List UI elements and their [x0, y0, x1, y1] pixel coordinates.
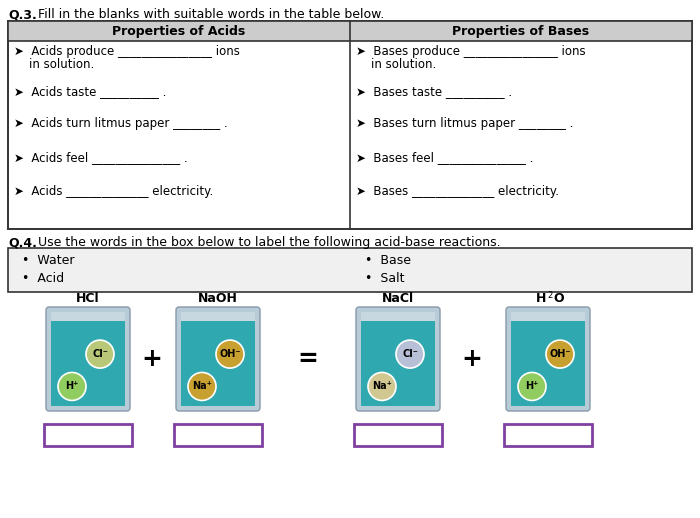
- Bar: [8, 21, 692, 229]
- Bar: [181, 312, 255, 321]
- Text: ➤  Bases produce ________________ ions: ➤ Bases produce ________________ ions: [356, 45, 586, 58]
- Text: HCl: HCl: [76, 292, 100, 305]
- Bar: [511, 312, 585, 321]
- Text: NaCl: NaCl: [382, 292, 414, 305]
- Circle shape: [188, 372, 216, 400]
- Text: Q.4.: Q.4.: [8, 236, 37, 249]
- Text: OH⁻: OH⁻: [219, 349, 241, 359]
- Text: in solution.: in solution.: [14, 58, 94, 71]
- Bar: [350, 21, 692, 41]
- Bar: [174, 424, 262, 446]
- Text: ➤  Acids ______________ electricity.: ➤ Acids ______________ electricity.: [14, 185, 213, 198]
- Bar: [51, 312, 125, 321]
- Circle shape: [546, 340, 574, 368]
- Text: ➤  Bases ______________ electricity.: ➤ Bases ______________ electricity.: [356, 185, 559, 198]
- Text: •  Acid: • Acid: [22, 272, 64, 285]
- Text: ➤  Bases taste __________ .: ➤ Bases taste __________ .: [356, 85, 512, 98]
- Text: ➤  Acids feel _______________ .: ➤ Acids feel _______________ .: [14, 151, 188, 164]
- Text: H⁺: H⁺: [525, 381, 539, 392]
- FancyBboxPatch shape: [176, 307, 260, 411]
- FancyBboxPatch shape: [356, 307, 440, 411]
- Circle shape: [58, 372, 86, 400]
- Bar: [511, 320, 585, 406]
- Text: •  Salt: • Salt: [365, 272, 405, 285]
- Bar: [44, 424, 132, 446]
- Text: •  Base: • Base: [365, 254, 411, 267]
- Text: ➤  Acids taste __________ .: ➤ Acids taste __________ .: [14, 85, 167, 98]
- Text: ➤  Bases turn litmus paper ________ .: ➤ Bases turn litmus paper ________ .: [356, 117, 573, 130]
- Bar: [361, 312, 435, 321]
- Circle shape: [86, 340, 114, 368]
- Text: H: H: [536, 292, 546, 305]
- Text: •  Water: • Water: [22, 254, 74, 267]
- Text: Na⁺: Na⁺: [372, 381, 392, 392]
- Circle shape: [396, 340, 424, 368]
- Bar: [361, 320, 435, 406]
- Text: Properties of Bases: Properties of Bases: [452, 24, 589, 37]
- Text: Cl⁻: Cl⁻: [402, 349, 418, 359]
- Text: Cl⁻: Cl⁻: [92, 349, 108, 359]
- Text: ➤  Acids turn litmus paper ________ .: ➤ Acids turn litmus paper ________ .: [14, 117, 228, 130]
- Text: O: O: [553, 292, 564, 305]
- Circle shape: [216, 340, 244, 368]
- FancyBboxPatch shape: [506, 307, 590, 411]
- Text: OH⁻: OH⁻: [550, 349, 570, 359]
- Bar: [8, 21, 350, 41]
- Bar: [504, 424, 592, 446]
- Text: Fill in the blanks with suitable words in the table below.: Fill in the blanks with suitable words i…: [34, 8, 384, 21]
- Text: +: +: [141, 347, 162, 371]
- Bar: [51, 320, 125, 406]
- Circle shape: [368, 372, 396, 400]
- Text: in solution.: in solution.: [356, 58, 436, 71]
- FancyBboxPatch shape: [46, 307, 130, 411]
- Circle shape: [518, 372, 546, 400]
- Text: 2: 2: [547, 291, 552, 300]
- Bar: [181, 320, 255, 406]
- Text: =: =: [298, 347, 318, 371]
- Bar: [354, 424, 442, 446]
- Text: Q.3.: Q.3.: [8, 8, 36, 21]
- Bar: [8, 248, 692, 292]
- Text: H⁺: H⁺: [65, 381, 78, 392]
- Text: NaOH: NaOH: [198, 292, 238, 305]
- Text: ➤  Acids produce ________________ ions: ➤ Acids produce ________________ ions: [14, 45, 240, 58]
- Text: Na⁺: Na⁺: [192, 381, 212, 392]
- Text: Use the words in the box below to label the following acid-base reactions.: Use the words in the box below to label …: [34, 236, 500, 249]
- Text: +: +: [461, 347, 482, 371]
- Text: Properties of Acids: Properties of Acids: [113, 24, 246, 37]
- Text: ➤  Bases feel _______________ .: ➤ Bases feel _______________ .: [356, 151, 533, 164]
